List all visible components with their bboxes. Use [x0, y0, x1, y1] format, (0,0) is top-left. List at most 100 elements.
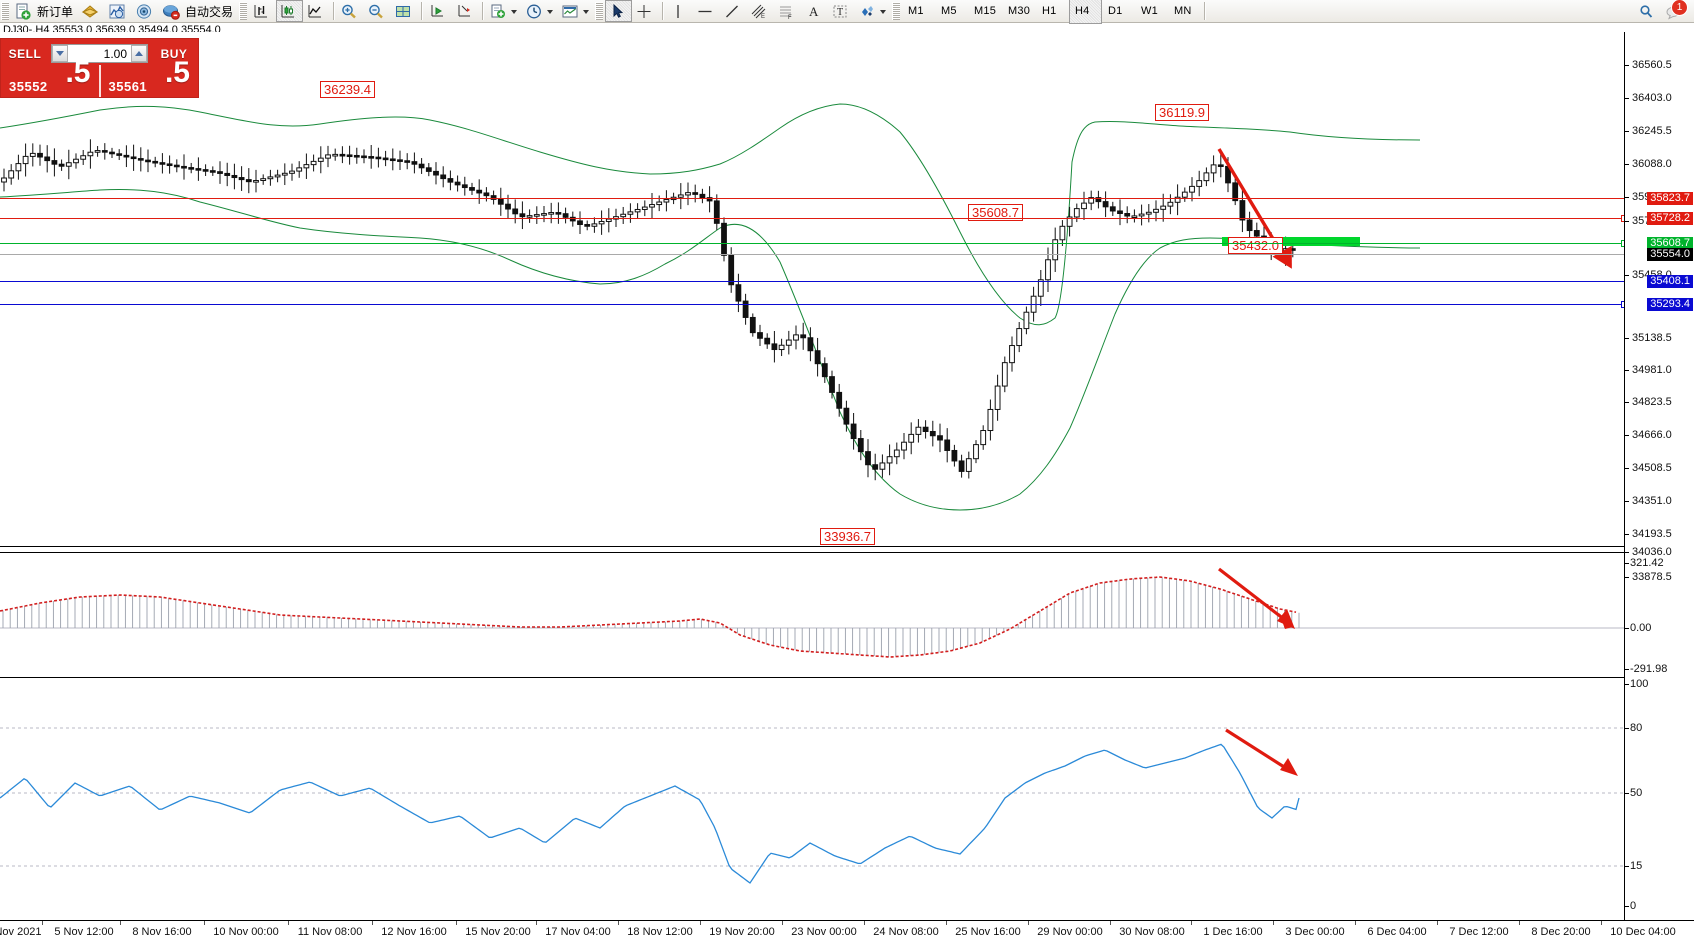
toolbar-separator-5 [1204, 2, 1206, 20]
bar-chart-button[interactable] [249, 0, 276, 22]
buy-button[interactable]: BUY [160, 46, 188, 61]
new-order-button[interactable]: 新订单 [11, 0, 78, 22]
lower-level-line[interactable] [0, 281, 1624, 282]
price-axis-tick: 36403.0 [1632, 92, 1672, 104]
axis-tickmark [1625, 402, 1629, 403]
templates-button[interactable] [78, 0, 105, 22]
support-zone-box[interactable] [1222, 237, 1360, 246]
time-axis-separator [864, 921, 865, 925]
rsi-axis-tick: 100 [1630, 678, 1649, 690]
indicator-list-caret-icon[interactable] [511, 10, 518, 14]
autoscroll-button[interactable] [425, 0, 452, 22]
vertical-line-button[interactable] [666, 0, 693, 22]
cursor-button[interactable] [605, 0, 633, 22]
auto-trading-button[interactable]: 自动交易 [159, 0, 238, 22]
annotation-low-33936[interactable]: 33936.7 [820, 528, 875, 545]
sell-level-badge[interactable]: 35728.2 [1647, 212, 1693, 225]
price-axis[interactable]: 36560.536403.036245.536088.035930.535773… [1624, 32, 1694, 920]
lowest-level-badge[interactable]: 35293.4 [1647, 298, 1693, 311]
buy-price[interactable]: 35561 .5 [101, 58, 199, 97]
expert-advisors-button[interactable] [132, 0, 159, 22]
price-chart-svg [0, 103, 1421, 511]
period-caret-icon[interactable] [547, 10, 554, 14]
timeframe-w1-button[interactable]: W1 [1135, 0, 1168, 24]
equidistant-channel-button[interactable]: E [747, 0, 774, 22]
indicators-button[interactable] [105, 0, 132, 22]
horizontal-line-button[interactable] [693, 0, 720, 22]
timeframe-mn-button[interactable]: MN [1168, 0, 1201, 24]
volume-input[interactable]: 1.00 [51, 44, 148, 63]
current-price-badge[interactable]: 35554.0 [1647, 248, 1693, 261]
timeframe-h1-button[interactable]: H1 [1036, 0, 1069, 24]
toolbar-separator-1 [333, 2, 335, 20]
time-axis-separator [1028, 921, 1029, 925]
toolbar-grip[interactable] [1, 2, 9, 20]
timeframe-group: M1 M5 M15 M30 H1 H4 D1 W1 MN [902, 0, 1201, 24]
rsi-axis-tickmark [1625, 684, 1629, 685]
indicator-list-button[interactable] [486, 0, 522, 22]
macd-panel[interactable] [0, 553, 1624, 673]
downtrend-arrow-macd[interactable] [1215, 565, 1335, 655]
current-price-line[interactable] [0, 254, 1624, 255]
candlestick-series [1, 139, 1296, 481]
crosshair-button[interactable] [632, 0, 659, 22]
templates-caret-icon[interactable] [583, 10, 590, 14]
sell-level-line[interactable] [0, 218, 1624, 219]
search-button[interactable] [1634, 0, 1661, 22]
resistance-level-line[interactable] [0, 198, 1624, 199]
timeframe-m1-button[interactable]: M1 [902, 0, 935, 24]
time-axis[interactable]: Nov 2021 5 Nov 12:00 8 Nov 16:00 10 Nov 00:… [0, 920, 1694, 943]
annotation-support-35608[interactable]: 35608.7 [968, 204, 1023, 221]
rsi-panel[interactable] [0, 678, 1624, 920]
price-chart-panel[interactable]: 36239.4 36119.9 35608.7 35432.0 33936.7 [0, 32, 1624, 546]
templates-list-button[interactable] [558, 0, 594, 22]
candlestick-chart-button[interactable] [276, 0, 304, 22]
downtrend-arrow-price[interactable] [1212, 144, 1332, 284]
notifications-button[interactable]: 1 [1661, 0, 1688, 22]
toolbar-grip-3[interactable] [595, 2, 604, 20]
support-level-line[interactable] [0, 243, 1624, 244]
text-button[interactable]: A [801, 0, 828, 22]
grid-button[interactable] [391, 0, 418, 22]
zoom-in-button[interactable] [337, 0, 364, 22]
volume-increase-button[interactable] [131, 45, 147, 62]
chart-shift-button[interactable] [452, 0, 479, 22]
lower-level-badge[interactable]: 35408.1 [1647, 275, 1693, 288]
zoom-out-button[interactable] [364, 0, 391, 22]
timeframe-d1-button[interactable]: D1 [1102, 0, 1135, 24]
timeframe-m30-button[interactable]: M30 [1002, 0, 1036, 24]
downtrend-arrow-rsi[interactable] [1222, 726, 1332, 796]
annotation-high-36119[interactable]: 36119.9 [1155, 104, 1210, 121]
lowest-level-line[interactable] [0, 304, 1624, 305]
trendline-icon [723, 3, 741, 20]
objects-button[interactable] [855, 0, 891, 22]
time-axis-separator [1437, 921, 1438, 925]
resistance-level-badge[interactable]: 35823.7 [1647, 192, 1693, 205]
candlestick-icon [279, 3, 297, 20]
objects-icon [858, 3, 876, 20]
trendline-button[interactable] [720, 0, 747, 22]
timeframe-h4-button[interactable]: H4 [1069, 0, 1103, 24]
objects-caret-icon[interactable] [880, 10, 887, 14]
axis-tickmark [1625, 370, 1629, 371]
period-button[interactable] [522, 0, 558, 22]
text-label-button[interactable]: T [828, 0, 855, 22]
annotation-low-35432[interactable]: 35432.0 [1228, 237, 1283, 254]
bollinger-lower-band [0, 189, 1421, 511]
sell-button[interactable]: SELL [8, 46, 42, 61]
annotation-high-36239[interactable]: 36239.4 [320, 81, 375, 98]
support-level-badge[interactable]: 35608.7 [1647, 237, 1693, 250]
toolbar-grip-4[interactable] [892, 2, 901, 20]
sell-price[interactable]: 35552 .5 [1, 58, 99, 97]
line-chart-button[interactable] [303, 0, 330, 22]
zoom-out-icon [367, 3, 385, 20]
time-axis-label: 12 Nov 16:00 [381, 926, 447, 938]
volume-decrease-button[interactable] [52, 45, 68, 62]
timeframe-m5-button[interactable]: M5 [935, 0, 968, 24]
new-order-icon [14, 3, 32, 20]
fibonacci-button[interactable]: F [774, 0, 801, 22]
toolbar-grip-2[interactable] [239, 2, 248, 20]
timeframe-m15-button[interactable]: M15 [968, 0, 1002, 24]
macd-svg [0, 576, 1624, 658]
